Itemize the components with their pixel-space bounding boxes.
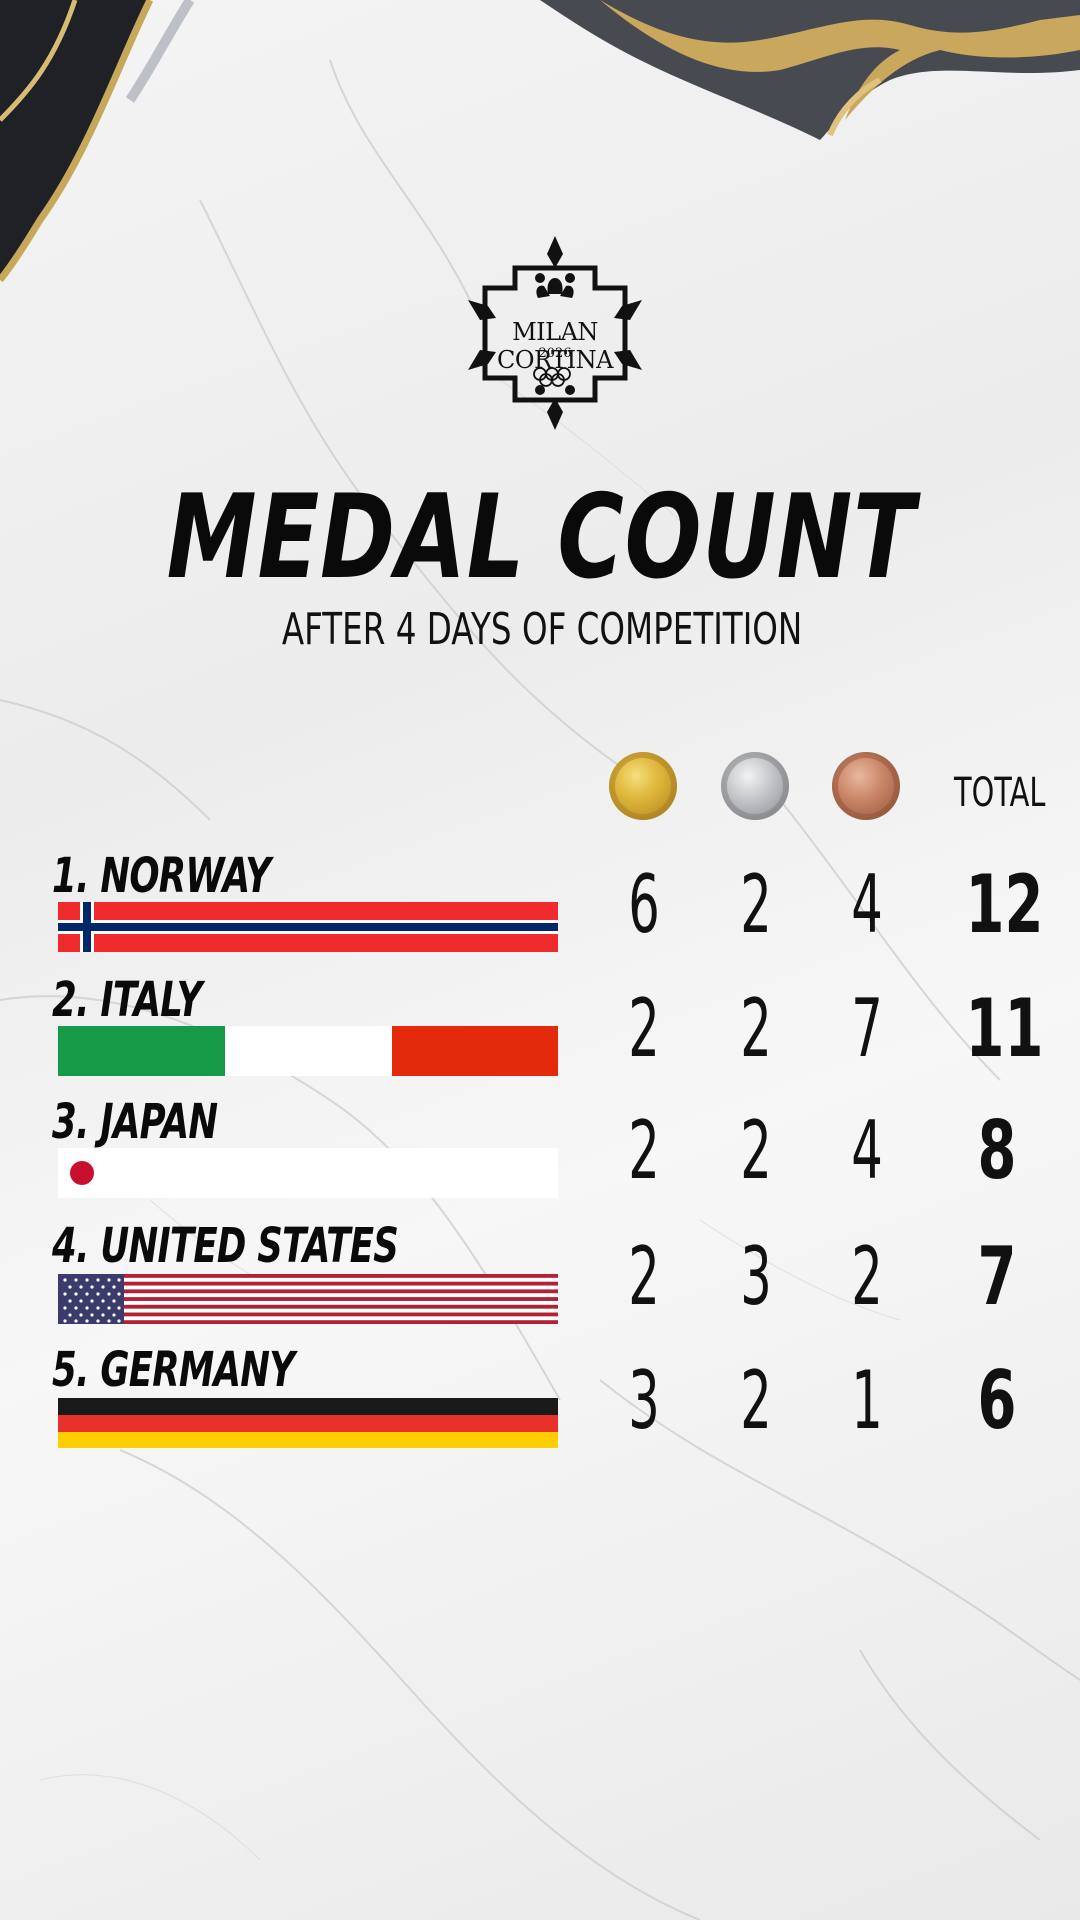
bronze-count: 4 bbox=[851, 858, 883, 951]
silver-count: 2 bbox=[740, 858, 772, 951]
milan-cortina-logo: MILAN CORTINA 2026 bbox=[460, 228, 650, 438]
japan-flag-icon bbox=[58, 1148, 558, 1198]
logo-year: 2026 bbox=[538, 346, 572, 361]
silver-count: 3 bbox=[740, 1230, 772, 1323]
total-header: TOTAL bbox=[954, 770, 1046, 816]
page-title: MEDAL COUNT bbox=[166, 470, 916, 605]
country-name: 1. NORWAY bbox=[52, 848, 271, 904]
country-name: 5. GERMANY bbox=[52, 1342, 295, 1398]
italy-flag-icon bbox=[58, 1026, 558, 1076]
gold-count: 2 bbox=[628, 1230, 660, 1323]
total-count: 11 bbox=[965, 982, 1044, 1075]
total-count: 7 bbox=[977, 1230, 1017, 1323]
norway-flag-icon bbox=[58, 902, 558, 952]
gold-count: 2 bbox=[628, 1104, 660, 1197]
country-name: 3. JAPAN bbox=[52, 1094, 218, 1150]
country-name: 2. ITALY bbox=[52, 972, 202, 1028]
total-count: 12 bbox=[965, 858, 1044, 951]
total-count: 8 bbox=[977, 1104, 1017, 1197]
usa-flag-icon bbox=[58, 1274, 558, 1324]
bronze-count: 7 bbox=[851, 982, 883, 1075]
gold-count: 2 bbox=[628, 982, 660, 1075]
snowflake-emblem-icon bbox=[468, 236, 642, 430]
bronze-medal-icon bbox=[832, 752, 900, 820]
silver-medal-icon bbox=[721, 752, 789, 820]
gold-count: 3 bbox=[628, 1354, 660, 1447]
bronze-count: 1 bbox=[851, 1354, 883, 1447]
country-name: 4. UNITED STATES bbox=[52, 1218, 399, 1274]
silver-count: 2 bbox=[740, 1354, 772, 1447]
logo-wordmark: MILAN CORTINA bbox=[496, 318, 614, 374]
silver-count: 2 bbox=[740, 982, 772, 1075]
gold-count: 6 bbox=[628, 858, 660, 951]
gold-medal-icon bbox=[609, 752, 677, 820]
germany-flag-icon bbox=[58, 1398, 558, 1448]
bronze-count: 4 bbox=[851, 1104, 883, 1197]
total-count: 6 bbox=[977, 1354, 1017, 1447]
page-subtitle: AFTER 4 DAYS OF COMPETITION bbox=[281, 604, 803, 655]
silver-count: 2 bbox=[740, 1104, 772, 1197]
bronze-count: 2 bbox=[851, 1230, 883, 1323]
